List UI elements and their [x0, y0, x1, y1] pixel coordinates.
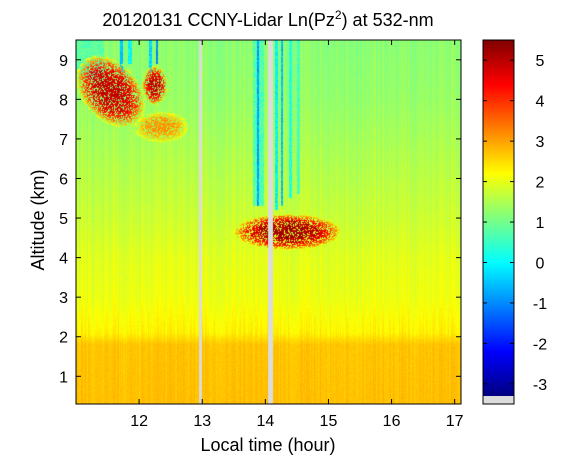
y-tick-label: 3 [59, 290, 68, 307]
y-tick-label: 1 [59, 369, 68, 386]
y-tick-label: 4 [59, 251, 68, 268]
colorbar-tick-label: -3 [533, 377, 547, 394]
y-tick-label: 7 [59, 132, 68, 149]
y-tick-label: 2 [59, 330, 68, 347]
backscatter-heatmap [76, 40, 461, 404]
y-tick-label: 9 [59, 53, 68, 70]
colorbar-tick-label: 4 [536, 94, 545, 111]
colorbar-tick-label: -2 [533, 336, 547, 353]
colorbar-tick-label: 2 [536, 175, 545, 192]
x-tick-label: 12 [130, 413, 148, 430]
colorbar-tick-label: 5 [536, 53, 545, 70]
x-tick-label: 16 [383, 413, 401, 430]
plot-area [75, 39, 462, 405]
y-axis: 1 2 3 4 5 6 7 8 9 [59, 53, 461, 386]
colorbar-tick-label: -1 [533, 296, 547, 313]
x-tick-label: 17 [446, 413, 464, 430]
y-tick-label: 5 [59, 211, 68, 228]
x-tick-label: 14 [256, 413, 274, 430]
colorbar: -3 -2 -1 0 1 2 3 4 5 [482, 39, 547, 405]
x-tick-label: 15 [320, 413, 338, 430]
colorbar-tick-label: 0 [536, 256, 545, 273]
chart-title: 20120131 CCNY-Lidar Ln(Pz2) at 532-nm [102, 8, 433, 30]
y-tick-label: 6 [59, 171, 68, 188]
x-tick-label: 13 [193, 413, 211, 430]
colorbar-ticks: -3 -2 -1 0 1 2 3 4 5 [483, 53, 547, 394]
y-axis-label: Altitude (km) [28, 169, 48, 270]
x-axis: 12 13 14 15 16 17 [130, 40, 464, 430]
colorbar-gradient [483, 40, 514, 396]
y-tick-label: 8 [59, 92, 68, 109]
plot-frame [75, 39, 462, 405]
x-axis-label: Local time (hour) [200, 435, 335, 455]
colorbar-nodata-swatch [483, 396, 514, 404]
colorbar-tick-label: 1 [536, 215, 545, 232]
colorbar-tick-label: 3 [536, 134, 545, 151]
